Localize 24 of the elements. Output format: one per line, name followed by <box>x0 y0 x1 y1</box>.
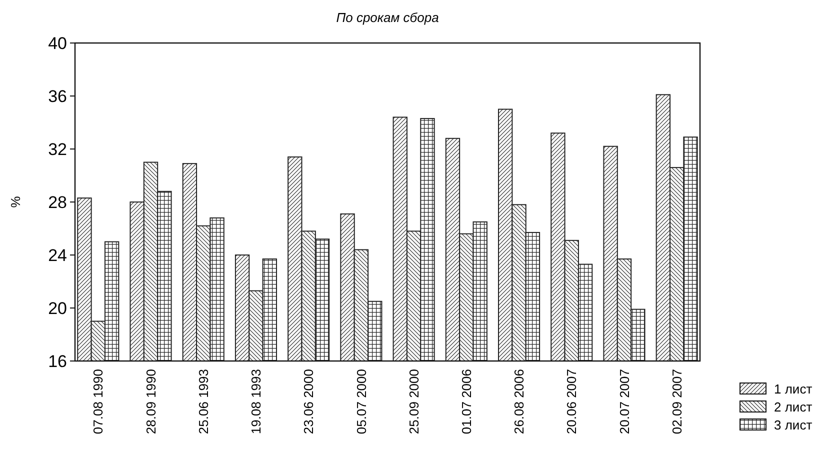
x-tick-label: 01.07 2006 <box>458 369 474 434</box>
legend-label: 3 лист <box>774 418 812 433</box>
chart-title: По срокам сбора <box>336 10 439 25</box>
y-tick-label: 28 <box>48 192 67 212</box>
x-tick-label: 20.06 2007 <box>564 369 580 434</box>
legend-label: 2 лист <box>774 400 812 415</box>
x-tick-label: 25.09 2000 <box>406 369 422 434</box>
y-tick-label: 16 <box>48 352 67 371</box>
x-tick-label: 25.06 1993 <box>196 369 211 434</box>
y-tick-label: 32 <box>48 140 67 159</box>
x-tick-label: 02.09 2007 <box>669 369 684 434</box>
x-tick-label: 28.09 1990 <box>143 369 158 434</box>
x-tick-label: 05.07 2000 <box>354 369 369 434</box>
x-tick-label: 07.08 1990 <box>90 369 106 434</box>
legend-label: 1 лист <box>774 382 812 397</box>
y-tick-label: 36 <box>48 86 67 106</box>
y-tick-label: 20 <box>48 298 67 318</box>
y-tick-label: 24 <box>48 246 67 265</box>
x-tick-label: 23.06 2000 <box>301 369 316 434</box>
y-tick-label: 40 <box>48 34 67 53</box>
x-tick-label: 20.07 2007 <box>616 369 632 434</box>
x-tick-label: 26.08 2006 <box>512 369 527 434</box>
y-axis-title: % <box>8 196 23 208</box>
x-tick-label: 19.08 1993 <box>248 369 264 434</box>
